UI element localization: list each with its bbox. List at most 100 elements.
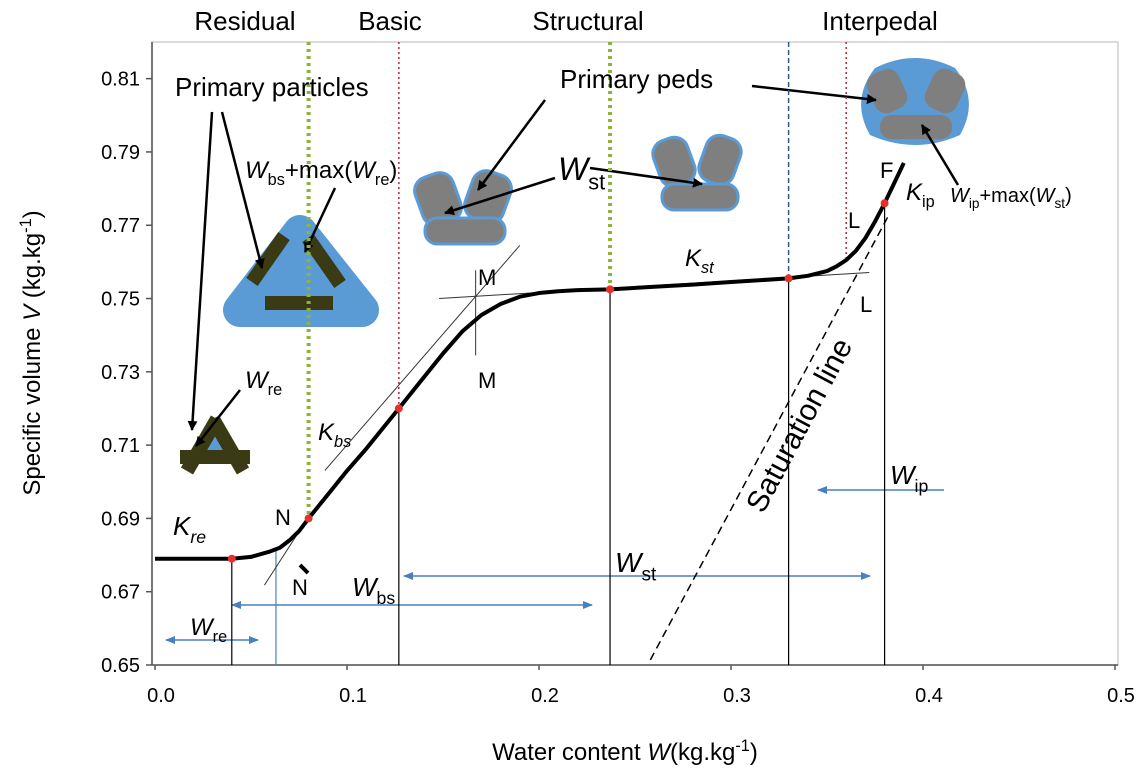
annotation-part: re <box>190 527 206 547</box>
y-axis-label-part: Specific volume <box>19 321 46 496</box>
annotation-part: M <box>478 265 496 290</box>
particle <box>180 450 250 464</box>
y-tick-label: 0.69 <box>101 508 140 530</box>
y-tick-label: 0.67 <box>101 582 140 604</box>
annotation: Wip <box>890 460 928 496</box>
annotation: N <box>292 575 308 600</box>
y-tick-label: 0.65 <box>101 655 140 677</box>
particle <box>246 232 290 286</box>
particle <box>265 296 333 310</box>
annotation: Primary peds <box>560 64 713 94</box>
x-axis-label-part: ) <box>750 739 758 766</box>
x-axis-label-part: Water content <box>492 739 647 766</box>
annotation: Kbs <box>318 419 351 451</box>
saturation-line <box>649 215 890 661</box>
transition-point <box>606 285 615 294</box>
y-axis-label-part: (kg.kg <box>19 233 46 305</box>
transition-point <box>227 554 236 563</box>
pictograms <box>180 58 969 475</box>
annotation-part: K <box>685 245 702 272</box>
annotation-part: L <box>860 292 872 317</box>
annotation: Wip+max(Wst) <box>950 185 1072 211</box>
y-tick-label: 0.73 <box>101 362 140 384</box>
transition-point <box>304 514 313 523</box>
y-tick-label: 0.71 <box>101 435 140 457</box>
y-axis-label: Specific volume V (kg.kg-1) <box>17 210 46 495</box>
y-tick-label: 0.77 <box>101 215 140 237</box>
pictogram-interpedal-peds <box>866 68 966 139</box>
annotation-part: Primary peds <box>560 64 713 94</box>
annotation: N <box>275 505 291 530</box>
annotation-part: ) <box>1065 185 1072 207</box>
annotation: Kip <box>906 179 935 211</box>
annotation: Primary particles <box>175 72 369 102</box>
x-axis-label: Water content W(kg.kg-1) <box>492 737 758 766</box>
annotation-part: re <box>213 628 228 646</box>
x-tick-label: 0.5 <box>1107 685 1135 707</box>
annotation-part: +max( <box>979 185 1035 207</box>
pointer-arrows <box>187 84 960 575</box>
annotation-part: st <box>588 170 605 195</box>
annotation-part: Primary particles <box>175 72 369 102</box>
transition-point <box>880 199 889 208</box>
annotation-part: N <box>292 575 308 600</box>
annotation: L <box>848 208 860 233</box>
annotation-part: bs <box>334 433 351 451</box>
annotation-part: re <box>375 171 390 189</box>
annotation-part: bs <box>377 588 396 608</box>
annotation: L <box>860 292 872 317</box>
y-axis-label-part: ) <box>19 210 46 218</box>
annotation: Wre <box>190 614 227 646</box>
annotation-part: W <box>890 460 917 490</box>
y-axis-label-part: -1 <box>17 218 35 233</box>
annotation-part: ) <box>389 157 397 184</box>
annotation-part: K <box>318 419 335 446</box>
annotation: F <box>880 158 893 183</box>
annotation-part: W <box>245 367 270 394</box>
zone-label: Interpedal <box>822 6 938 36</box>
annotation: Wst <box>615 547 657 585</box>
y-tick-label: 0.75 <box>101 289 140 311</box>
y-tick-label: 0.81 <box>101 69 140 91</box>
tangent-line <box>324 245 521 471</box>
pictogram-peds <box>651 133 743 212</box>
x-tick-label: 0.2 <box>531 685 559 707</box>
annotation-part: N <box>275 505 291 530</box>
annotation-part: ip <box>922 193 935 211</box>
annotation-part: W <box>1036 185 1057 207</box>
annotation: Wst <box>558 151 605 195</box>
annotation: Kst <box>685 245 715 277</box>
annotation: Wre <box>245 367 282 399</box>
x-tick-label: 0.3 <box>723 685 751 707</box>
x-axis-label-part: (kg.kg <box>670 739 735 766</box>
annotation-part: K <box>173 511 192 541</box>
zone-label: Residual <box>194 6 295 36</box>
y-axis-label-part: V <box>19 303 46 321</box>
x-tick-label: 0.1 <box>339 685 367 707</box>
annotation: M <box>478 265 496 290</box>
pictogram-structural <box>413 169 513 246</box>
x-axis-label-part: -1 <box>735 737 750 755</box>
annotation-part: W <box>190 614 215 641</box>
zone-label: Structural <box>532 6 643 36</box>
annotation: Wbs <box>352 572 395 608</box>
annotation: M <box>478 368 496 393</box>
annotation-part: W <box>558 151 591 187</box>
annotation-part: bs <box>268 171 285 189</box>
annotation-part: F <box>880 158 893 183</box>
annotation-part: W <box>245 157 270 184</box>
shrinkage-curve <box>155 162 906 561</box>
transition-point <box>784 274 793 283</box>
y-tick-label: 0.79 <box>101 142 140 164</box>
annotation-part: st <box>1055 196 1066 211</box>
annotation-part: K <box>906 179 923 206</box>
annotation-part: L <box>848 208 860 233</box>
annotation-part: W <box>352 572 379 602</box>
annotation-part: ip <box>969 196 980 211</box>
x-tick-label: 0.0 <box>147 685 175 707</box>
transition-point <box>394 404 403 413</box>
annotation-part: W <box>615 547 644 578</box>
annotation-part: W <box>352 157 377 184</box>
